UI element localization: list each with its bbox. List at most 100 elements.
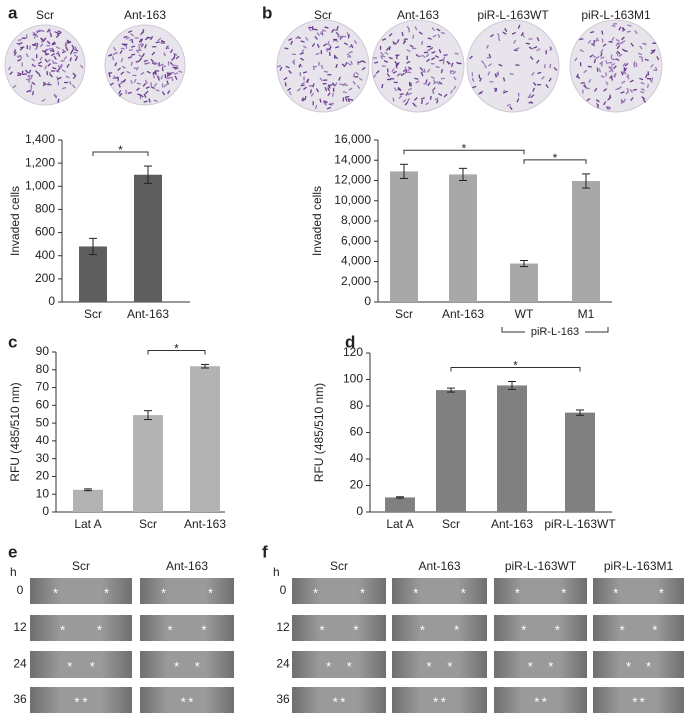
cell: [46, 28, 51, 33]
wound-edge-marker: *: [326, 659, 331, 674]
cell: [600, 48, 604, 53]
cell: [108, 54, 113, 57]
wound-image: * *: [30, 578, 132, 604]
cell: [471, 77, 475, 82]
cell: [618, 42, 623, 45]
wound-field: [140, 578, 234, 604]
cell: [316, 32, 321, 37]
cell: [321, 28, 327, 33]
cell: [640, 81, 645, 85]
cell: [74, 46, 78, 51]
cell: [388, 56, 393, 60]
cell: [29, 45, 31, 50]
cell: [117, 67, 122, 72]
cell: [361, 60, 366, 64]
cell: [405, 93, 410, 96]
cell: [327, 84, 332, 87]
wound-image: * *: [593, 651, 684, 678]
cell: [409, 44, 414, 48]
cell: [130, 33, 135, 37]
cell: [432, 79, 436, 84]
cell: [414, 26, 418, 31]
panel-letter: a: [8, 3, 18, 22]
cell: [469, 55, 473, 60]
cell: [615, 42, 619, 47]
cell: [506, 103, 511, 107]
cell: [404, 69, 408, 74]
cell: [498, 63, 503, 67]
cell: [323, 43, 328, 47]
cell: [650, 63, 654, 68]
cell: [331, 82, 336, 87]
wound-edge-marker: *: [413, 585, 418, 600]
cell: [130, 39, 134, 44]
cell: [344, 61, 348, 66]
cell: [642, 98, 647, 103]
cell: [31, 64, 37, 67]
cell: [618, 53, 623, 57]
cell: [43, 48, 49, 53]
y-tick-label: 20: [36, 469, 50, 483]
x-tick-label: Ant-163: [127, 307, 169, 321]
cell: [342, 91, 347, 94]
cell: [47, 47, 53, 51]
panel-letter: f: [262, 542, 268, 561]
cell: [651, 77, 654, 82]
cell: [438, 48, 442, 54]
cell: [480, 90, 484, 95]
cell: [69, 57, 72, 62]
cell: [388, 33, 393, 37]
cell: [536, 37, 540, 42]
cell: [53, 55, 57, 60]
cell: [305, 78, 310, 83]
cell: [135, 49, 140, 54]
cell: [140, 71, 145, 76]
cell: [154, 61, 159, 65]
cell: [299, 52, 304, 55]
wound-edge-marker: *: [201, 622, 206, 637]
panel-letter: b: [262, 3, 272, 22]
cell: [61, 69, 66, 73]
wound-edge-marker: *: [461, 585, 466, 600]
cell: [615, 38, 620, 42]
cell: [598, 68, 602, 73]
cell: [611, 36, 615, 41]
cell: [26, 89, 31, 93]
cell: [587, 39, 592, 44]
y-tick-label: 600: [35, 225, 55, 239]
cell: [17, 74, 22, 76]
x-tick-label: WT: [515, 307, 534, 321]
wound-edge-marker: *: [555, 622, 560, 637]
cell: [640, 88, 645, 91]
cell: [136, 82, 141, 85]
cell: [317, 61, 320, 66]
cell: [600, 56, 605, 60]
cell: [315, 52, 320, 56]
cell: [472, 85, 477, 89]
wound-edge-marker: *: [626, 659, 631, 674]
cell: [328, 46, 332, 51]
cell: [626, 30, 631, 33]
wound-edge-marker: *: [420, 622, 425, 637]
bar: [73, 489, 103, 512]
cell: [301, 49, 305, 54]
cell: [118, 82, 123, 86]
significance-label: *: [462, 141, 467, 155]
x-tick-label: M1: [578, 307, 595, 321]
wound-edge-marker: *: [360, 585, 365, 600]
wound-edge-marker: *: [542, 694, 547, 709]
cell: [302, 45, 307, 49]
cell: [437, 33, 441, 39]
cell: [442, 60, 445, 65]
cell: [453, 76, 457, 81]
cell: [401, 31, 404, 37]
cell: [305, 36, 309, 41]
image-label: Scr: [72, 559, 90, 573]
cell: [579, 38, 584, 41]
cell: [435, 66, 440, 69]
y-tick-label: 6,000: [341, 233, 371, 247]
cell: [434, 97, 439, 101]
cell: [381, 83, 384, 89]
cell: [483, 64, 487, 69]
well: [466, 19, 560, 113]
